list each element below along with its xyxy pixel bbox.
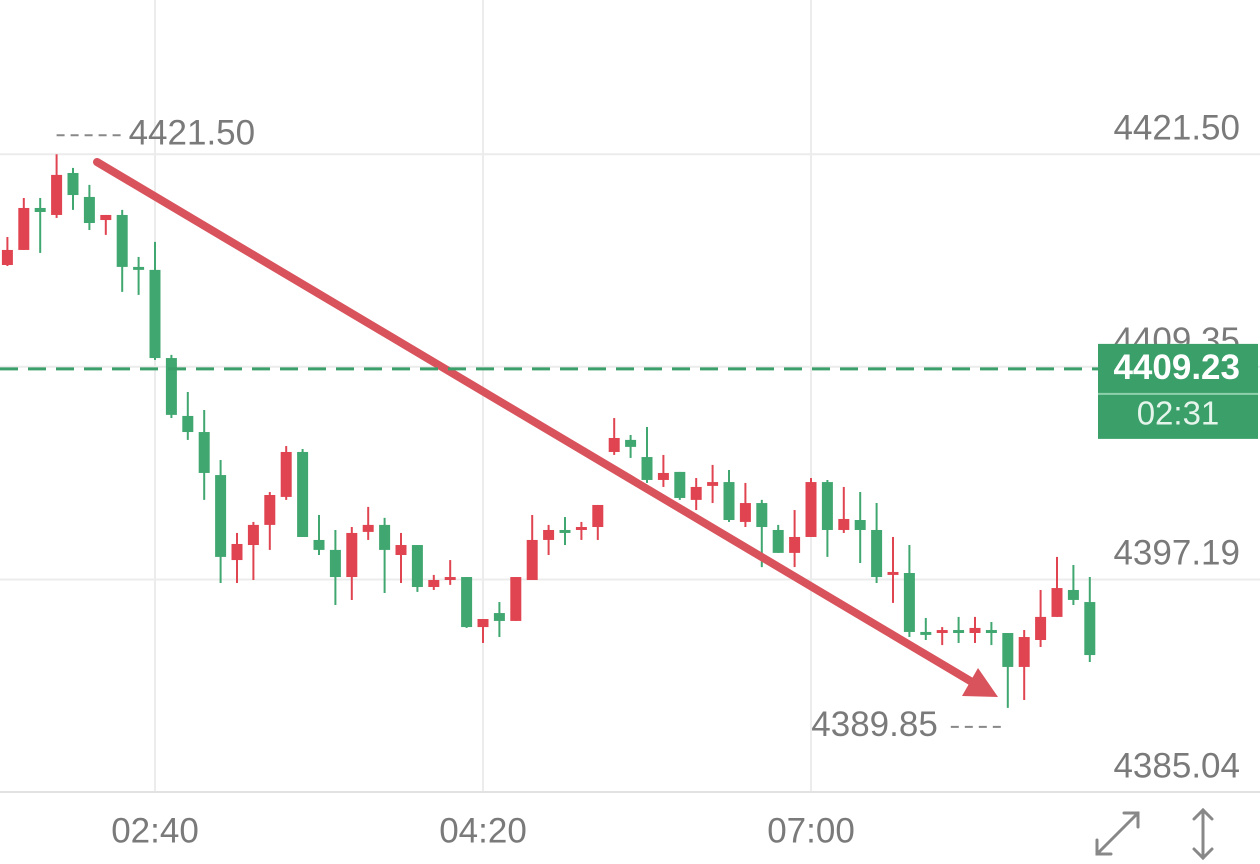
candle-body [100, 214, 112, 221]
candle-body [838, 518, 850, 530]
candle-body [133, 266, 145, 270]
candle-body [592, 504, 604, 528]
candle-body [674, 471, 686, 498]
y-tick-label: 4421.50 [1113, 109, 1240, 148]
candle-body [395, 545, 407, 555]
candle-body [575, 527, 587, 530]
y-tick-label: 4385.04 [1113, 746, 1240, 785]
candle-body [559, 529, 571, 533]
candle-body [1035, 616, 1047, 641]
candle-body [51, 174, 63, 215]
candle-body [953, 630, 965, 634]
vertical-scale-icon[interactable] [1192, 807, 1214, 861]
last-price-label: 4409.23 [1113, 348, 1240, 387]
candle-body [1, 249, 13, 265]
candle-body [83, 196, 95, 224]
annotation-label: 4421.50 [129, 114, 256, 153]
candle-body [1051, 588, 1063, 617]
candle-body [165, 358, 177, 415]
candle-body [641, 457, 653, 480]
candle-body [379, 524, 391, 550]
candle-body [247, 524, 259, 546]
candles [1, 154, 1096, 708]
candle-body [756, 503, 768, 528]
candle-body [854, 520, 866, 530]
candle-body [477, 619, 489, 628]
candle-body [526, 539, 538, 581]
countdown-label: 02:31 [1137, 395, 1220, 432]
candle-body [1002, 633, 1014, 667]
x-tick-label: 04:20 [439, 811, 527, 850]
candle-body [461, 577, 473, 628]
y-tick-label: 4397.19 [1113, 534, 1240, 573]
candle-body [608, 437, 620, 452]
candle-body [1084, 602, 1096, 656]
candle-body [280, 451, 292, 497]
candle-body [1018, 637, 1030, 667]
candle-body [690, 486, 702, 500]
trend-arrow [93, 158, 998, 697]
candle-body [707, 482, 719, 486]
candle-body [231, 543, 243, 561]
annotation-label: 4389.85 [811, 705, 938, 744]
candle-body [428, 580, 440, 588]
candle-body [34, 207, 46, 212]
expand-icon[interactable] [1095, 811, 1140, 856]
candle-body [543, 529, 555, 540]
candle-body [723, 482, 735, 521]
last-price-box [1098, 343, 1258, 439]
toolbar-icons[interactable] [1095, 807, 1214, 861]
candle-body [657, 472, 669, 480]
candle-body [936, 630, 948, 634]
candle-body [821, 482, 833, 530]
candle-body [411, 545, 423, 588]
candle-body [920, 631, 932, 635]
trend-line [93, 158, 976, 686]
candle-body [789, 536, 801, 553]
candle-body [444, 577, 456, 581]
candle-body [1067, 589, 1079, 600]
candle-body [264, 495, 276, 525]
candle-body [116, 214, 128, 267]
candle-body [182, 415, 194, 433]
candle-body [18, 207, 30, 250]
candle-body [871, 529, 883, 578]
candle-body [887, 571, 899, 575]
candle-body [313, 539, 325, 550]
candle-body [297, 451, 309, 537]
candle-body [346, 532, 358, 578]
candle-body [67, 172, 79, 196]
candle-body [969, 627, 981, 634]
candle-body [362, 524, 374, 532]
candle-body [903, 573, 915, 632]
candle-body [329, 549, 341, 578]
candle-body [215, 475, 227, 557]
candle-body [198, 432, 210, 473]
candle-body [772, 529, 784, 553]
arrow-head [962, 668, 998, 697]
candle-body [493, 613, 505, 621]
candle-body [510, 577, 522, 621]
candle-body [805, 482, 817, 537]
candle-body [739, 503, 751, 522]
x-tick-label: 07:00 [767, 811, 855, 850]
candle-body [625, 439, 637, 447]
candle-body [149, 269, 161, 359]
x-tick-label: 02:40 [111, 811, 199, 850]
candle-body [985, 630, 997, 634]
